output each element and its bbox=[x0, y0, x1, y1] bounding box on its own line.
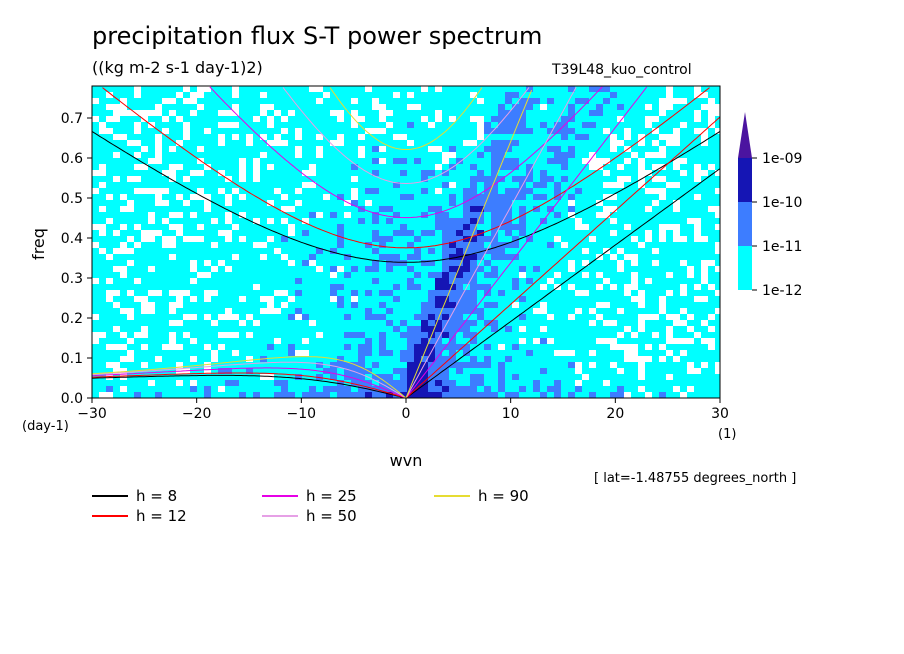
colorbar-label: 1e-12 bbox=[762, 283, 802, 299]
y-unit-label: (day-1) bbox=[22, 419, 69, 434]
x-tick-label: 20 bbox=[606, 406, 624, 422]
y-tick-label: 0.2 bbox=[61, 311, 83, 327]
colorbar-segment bbox=[738, 158, 752, 202]
x-axis-label: wvn bbox=[390, 451, 423, 470]
run-name: T39L48_kuo_control bbox=[552, 62, 692, 78]
x-tick-label: 10 bbox=[502, 406, 520, 422]
legend-label: h = 8 bbox=[136, 487, 177, 505]
x-tick-label: 30 bbox=[711, 406, 729, 422]
x-unit-label: (1) bbox=[718, 427, 736, 442]
colorbar-label: 1e-09 bbox=[762, 151, 802, 167]
y-tick-label: 0.1 bbox=[61, 351, 83, 367]
gravity-curve bbox=[282, 87, 530, 185]
gravity-curve bbox=[329, 87, 483, 150]
gravity-curve bbox=[91, 130, 721, 263]
dispersion-curves-50 bbox=[91, 87, 577, 399]
y-tick-label: 0.6 bbox=[61, 151, 83, 167]
y-tick-label: 0.4 bbox=[61, 231, 83, 247]
chart-units: ((kg m-2 s-1 day-1)2) bbox=[92, 58, 263, 77]
y-tick-label: 0.7 bbox=[61, 111, 83, 127]
legend-label: h = 50 bbox=[306, 507, 357, 525]
gravity-curve bbox=[209, 86, 603, 219]
kelvin-curve bbox=[405, 87, 577, 399]
dispersion-curves-25 bbox=[91, 86, 648, 399]
colorbar-segment bbox=[738, 202, 752, 246]
rossby-curve bbox=[91, 356, 407, 399]
gravity-curve bbox=[102, 87, 710, 249]
legend-label: h = 12 bbox=[136, 507, 187, 525]
dispersion-curves-12 bbox=[91, 87, 721, 399]
colorbar-segment bbox=[738, 246, 752, 290]
latitude-annotation: [ lat=-1.48755 degrees_north ] bbox=[594, 471, 796, 486]
colorbar-label: 1e-10 bbox=[762, 195, 802, 211]
legend-label: h = 90 bbox=[478, 487, 529, 505]
dispersion-curves-90 bbox=[91, 87, 533, 399]
kelvin-curve bbox=[405, 168, 721, 399]
kelvin-curve bbox=[405, 116, 721, 399]
colorbar-label: 1e-11 bbox=[762, 239, 802, 255]
kelvin-curve bbox=[405, 90, 533, 399]
y-tick-label: 0.0 bbox=[61, 391, 83, 407]
y-tick-label: 0.3 bbox=[61, 271, 83, 287]
x-tick-label: −30 bbox=[77, 406, 107, 422]
dispersion-curves-8 bbox=[91, 130, 721, 399]
x-tick-label: 0 bbox=[402, 406, 411, 422]
chart-title: precipitation flux S-T power spectrum bbox=[92, 22, 543, 50]
rossby-curve bbox=[91, 372, 407, 399]
rossby-curve bbox=[91, 367, 407, 399]
x-tick-label: −10 bbox=[287, 406, 317, 422]
rossby-curve bbox=[91, 361, 407, 399]
colorbar-triangle bbox=[738, 112, 752, 158]
kelvin-curve bbox=[405, 86, 648, 399]
legend-label: h = 25 bbox=[306, 487, 357, 505]
y-tick-label: 0.5 bbox=[61, 191, 83, 207]
x-tick-label: −20 bbox=[182, 406, 212, 422]
rossby-curve bbox=[91, 374, 407, 399]
y-axis-label: freq bbox=[29, 228, 48, 260]
